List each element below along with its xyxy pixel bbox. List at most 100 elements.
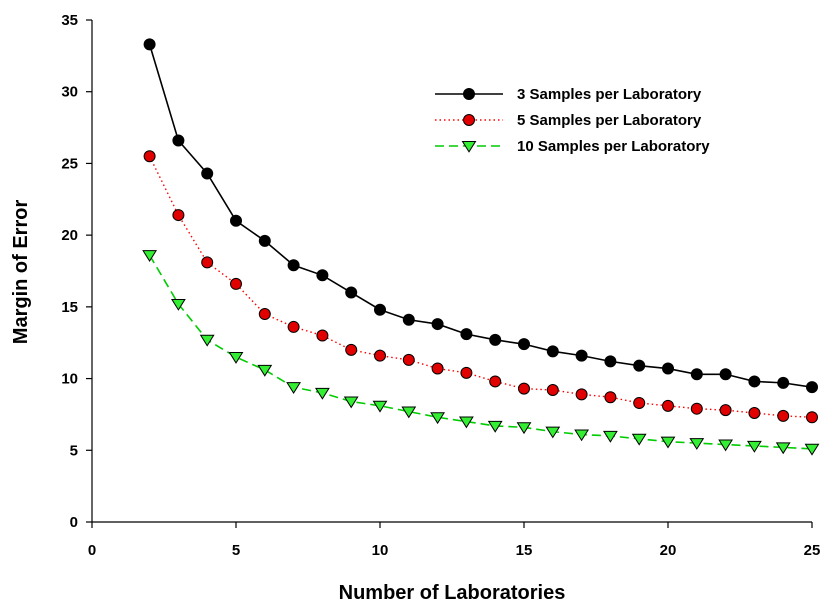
data-point xyxy=(690,368,703,381)
data-point xyxy=(690,402,703,415)
data-point xyxy=(748,375,761,388)
data-point xyxy=(345,343,358,356)
data-point xyxy=(545,426,561,439)
data-point xyxy=(719,368,732,381)
data-point xyxy=(401,406,417,419)
legend-item: 3 Samples per Laboratory xyxy=(435,86,702,103)
data-point xyxy=(316,329,329,342)
series-1 xyxy=(143,38,818,394)
data-point xyxy=(287,259,300,272)
legend-label: 3 Samples per Laboratory xyxy=(517,86,702,103)
x-axis-title: Number of Laboratories xyxy=(339,582,566,604)
data-point xyxy=(806,381,818,394)
axes: 0 5 10 15 20 25 30 35 0 5 10 15 20 25 xyxy=(61,12,820,559)
data-point xyxy=(518,338,530,351)
data-point xyxy=(172,134,185,147)
data-point xyxy=(343,396,359,409)
data-point xyxy=(718,439,734,452)
data-point xyxy=(806,411,818,424)
data-point xyxy=(777,409,790,422)
data-point xyxy=(602,430,618,443)
data-point xyxy=(170,298,186,311)
data-point xyxy=(489,333,502,346)
y-tick-label: 35 xyxy=(61,12,78,29)
data-point xyxy=(546,345,559,358)
legend-item: 10 Samples per Laboratory xyxy=(435,138,710,155)
data-point xyxy=(689,438,705,450)
data-point xyxy=(314,387,330,400)
data-point xyxy=(746,440,762,453)
data-point xyxy=(633,396,646,409)
legend-marker xyxy=(463,88,475,100)
data-point xyxy=(633,359,646,372)
x-tick-label: 25 xyxy=(804,542,821,559)
data-point xyxy=(489,375,502,388)
y-tick-label: 5 xyxy=(70,442,78,459)
data-point xyxy=(604,355,617,368)
x-tick-label: 20 xyxy=(660,542,677,559)
data-point xyxy=(460,366,473,379)
data-point xyxy=(172,209,185,222)
data-point xyxy=(804,443,820,456)
data-point xyxy=(777,376,790,389)
series-2 xyxy=(143,150,818,424)
data-point xyxy=(143,38,156,51)
data-point xyxy=(258,234,271,247)
x-tick-label: 15 xyxy=(516,542,533,559)
data-point xyxy=(631,433,647,446)
data-point xyxy=(660,436,676,449)
legend: 3 Samples per Laboratory 5 Samples per La… xyxy=(435,86,710,155)
legend-item: 5 Samples per Laboratory xyxy=(435,112,702,129)
y-tick-label: 20 xyxy=(61,227,78,244)
data-point xyxy=(431,318,444,331)
data-point xyxy=(230,277,242,290)
data-point xyxy=(546,384,559,397)
data-point xyxy=(345,286,358,299)
x-tick-label: 0 xyxy=(88,542,96,559)
data-point xyxy=(431,362,444,375)
legend-marker xyxy=(463,114,475,126)
y-tick-label: 0 xyxy=(70,514,78,531)
data-point xyxy=(230,214,242,227)
data-point xyxy=(460,328,473,341)
data-point xyxy=(199,334,215,347)
data-point xyxy=(257,364,273,377)
data-point xyxy=(402,353,415,366)
data-point xyxy=(228,352,244,364)
data-point xyxy=(258,308,271,321)
data-point xyxy=(142,250,158,263)
data-point xyxy=(374,303,386,316)
data-point xyxy=(143,150,156,163)
data-point xyxy=(662,399,674,412)
data-point xyxy=(604,391,617,404)
data-point xyxy=(316,269,329,282)
data-point xyxy=(775,442,791,455)
legend-label: 5 Samples per Laboratory xyxy=(517,112,702,129)
y-tick-label: 10 xyxy=(61,371,78,388)
series-line xyxy=(148,44,813,388)
legend-marker xyxy=(461,140,477,153)
data-point xyxy=(575,349,588,362)
legend-label: 10 Samples per Laboratory xyxy=(517,138,710,155)
data-point xyxy=(516,422,532,435)
series-line xyxy=(148,254,813,450)
data-point xyxy=(748,406,761,419)
y-tick-label: 30 xyxy=(61,84,78,101)
y-tick-label: 25 xyxy=(61,155,78,172)
x-tick-label: 10 xyxy=(372,542,389,559)
data-point xyxy=(286,382,302,394)
data-point xyxy=(575,388,588,401)
data-point xyxy=(201,256,214,269)
data-point xyxy=(372,400,388,413)
y-axis-title: Margin of Error xyxy=(10,200,32,345)
data-point xyxy=(374,349,386,362)
data-point xyxy=(574,429,590,442)
data-point xyxy=(458,416,474,429)
data-point xyxy=(662,362,674,375)
data-point xyxy=(430,412,446,425)
data-point xyxy=(487,420,503,433)
series-layer xyxy=(142,38,820,456)
series-3 xyxy=(142,250,820,456)
data-point xyxy=(201,167,214,180)
